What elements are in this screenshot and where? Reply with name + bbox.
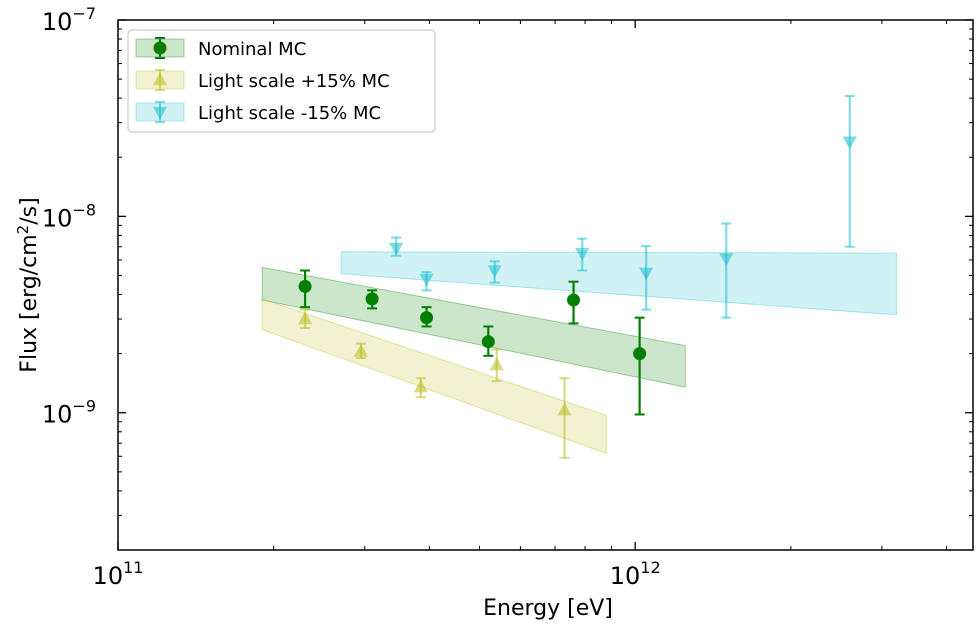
data-point: [353, 344, 369, 357]
x-axis-label: Energy [eV]: [483, 596, 613, 621]
data-point: [633, 347, 647, 361]
legend-entry-0: Nominal MC: [135, 37, 306, 60]
data-point: [842, 136, 857, 150]
legend-frame: [127, 29, 436, 133]
legend-marker: [152, 106, 168, 120]
data-point: [297, 311, 313, 325]
data-points: [297, 95, 857, 459]
legend-entry-1: Light scale +15% MC: [135, 69, 390, 92]
data-point: [489, 357, 504, 371]
legend: Nominal MC Light scale +15% MC Light scale…: [127, 29, 436, 133]
x-tick-label: 1011: [93, 558, 144, 590]
axis-ticks: 1011 1012 10−9 10−8 10−7: [42, 4, 973, 590]
band-series-1: [261, 298, 607, 455]
y-tick-label: 10−8: [42, 200, 96, 232]
data-point: [298, 279, 312, 293]
data-point: [575, 247, 590, 261]
data-point: [365, 292, 379, 306]
data-point: [389, 242, 404, 256]
x-tick-label: 1012: [610, 558, 661, 590]
legend-marker: [153, 41, 167, 55]
band-series-2: [340, 251, 897, 316]
data-point: [487, 265, 502, 279]
y-axis-label: Flux [erg/cm2/s]: [14, 197, 42, 372]
data-point: [481, 335, 495, 349]
data-point: [420, 311, 434, 325]
data-point: [719, 253, 734, 267]
data-point: [557, 402, 572, 416]
data-point: [639, 267, 654, 281]
y-tick-label: 10−9: [42, 397, 96, 429]
data-point: [419, 273, 434, 287]
legend-marker: [152, 72, 168, 86]
data-point: [567, 293, 581, 307]
legend-label: Nominal MC: [198, 39, 306, 60]
series-1-points: [297, 308, 572, 459]
y-tick-label: 10−7: [42, 4, 96, 36]
data-point: [413, 379, 428, 393]
series-0-points: [298, 269, 647, 416]
legend-entry-2: Light scale -15% MC: [135, 101, 381, 124]
legend-label: Light scale -15% MC: [198, 103, 381, 124]
series-2-points: [389, 95, 857, 319]
legend-label: Light scale +15% MC: [198, 71, 390, 92]
plot-frame: [117, 19, 974, 551]
